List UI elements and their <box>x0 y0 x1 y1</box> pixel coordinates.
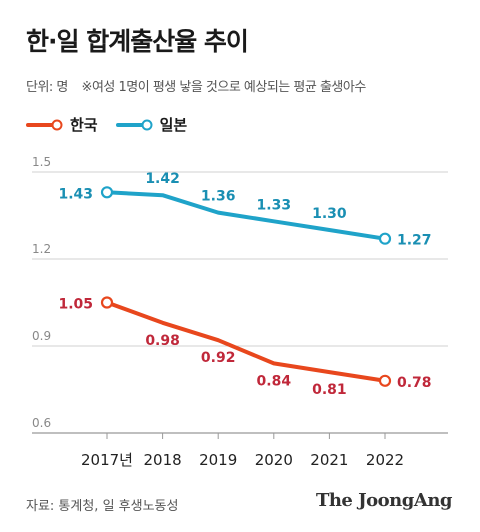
y-tick-label: 1.5 <box>32 155 51 169</box>
y-tick-label: 0.6 <box>32 416 51 430</box>
series-line-korea <box>105 300 387 383</box>
legend-label-korea: 한국 <box>70 116 98 134</box>
legend-item-japan: 일본 <box>115 114 188 135</box>
chart-subtitle: 단위: 명 ※여성 1명이 평생 낳을 것으로 예상되는 평균 출생아수 <box>26 76 366 95</box>
data-label-japan: 1.42 <box>145 171 180 187</box>
legend-item-korea: 한국 <box>26 114 98 135</box>
x-tick-label: 2019 <box>199 451 237 469</box>
chart-legend: 한국 일본 <box>26 114 187 135</box>
data-label-korea: 0.84 <box>257 373 292 389</box>
chart-note: ※여성 1명이 평생 낳을 것으로 예상되는 평균 출생아수 <box>81 80 367 95</box>
legend-swatch-korea <box>26 118 64 132</box>
publisher-logo: The JoongAng <box>315 490 453 511</box>
series-marker-japan <box>100 186 114 199</box>
data-label-japan: 1.33 <box>257 197 292 213</box>
x-tick-label: 2021 <box>310 451 348 469</box>
series-marker-korea <box>378 374 392 387</box>
data-label-korea: 1.05 <box>58 297 93 313</box>
data-label-japan: 1.30 <box>312 206 347 222</box>
data-label-korea: 0.98 <box>145 333 180 349</box>
data-label-korea: 0.78 <box>397 375 432 391</box>
x-tick-label: 2020 <box>255 451 293 469</box>
series-marker-korea <box>100 296 114 309</box>
x-tick-label: 2017년 <box>81 451 133 469</box>
source-note: 자료: 통계청, 일 후생노동성 <box>26 499 179 514</box>
data-label-korea: 0.81 <box>312 382 347 398</box>
unit-label: 단위: 명 <box>26 80 68 95</box>
series-line-japan <box>105 190 387 241</box>
x-tick-label: 2018 <box>144 451 182 469</box>
x-tick-label: 2022 <box>366 451 404 469</box>
data-label-japan: 1.27 <box>397 233 432 249</box>
data-label-korea: 0.92 <box>201 350 236 366</box>
legend-label-japan: 일본 <box>159 116 188 134</box>
series-marker-japan <box>378 232 392 245</box>
y-tick-label: 0.9 <box>32 329 51 343</box>
data-label-japan: 1.43 <box>58 186 93 202</box>
data-label-japan: 1.36 <box>201 189 236 205</box>
y-tick-label: 1.2 <box>32 242 51 256</box>
legend-swatch-japan <box>115 118 154 132</box>
chart-title: 한·일 합계출산율 추이 <box>26 27 249 56</box>
